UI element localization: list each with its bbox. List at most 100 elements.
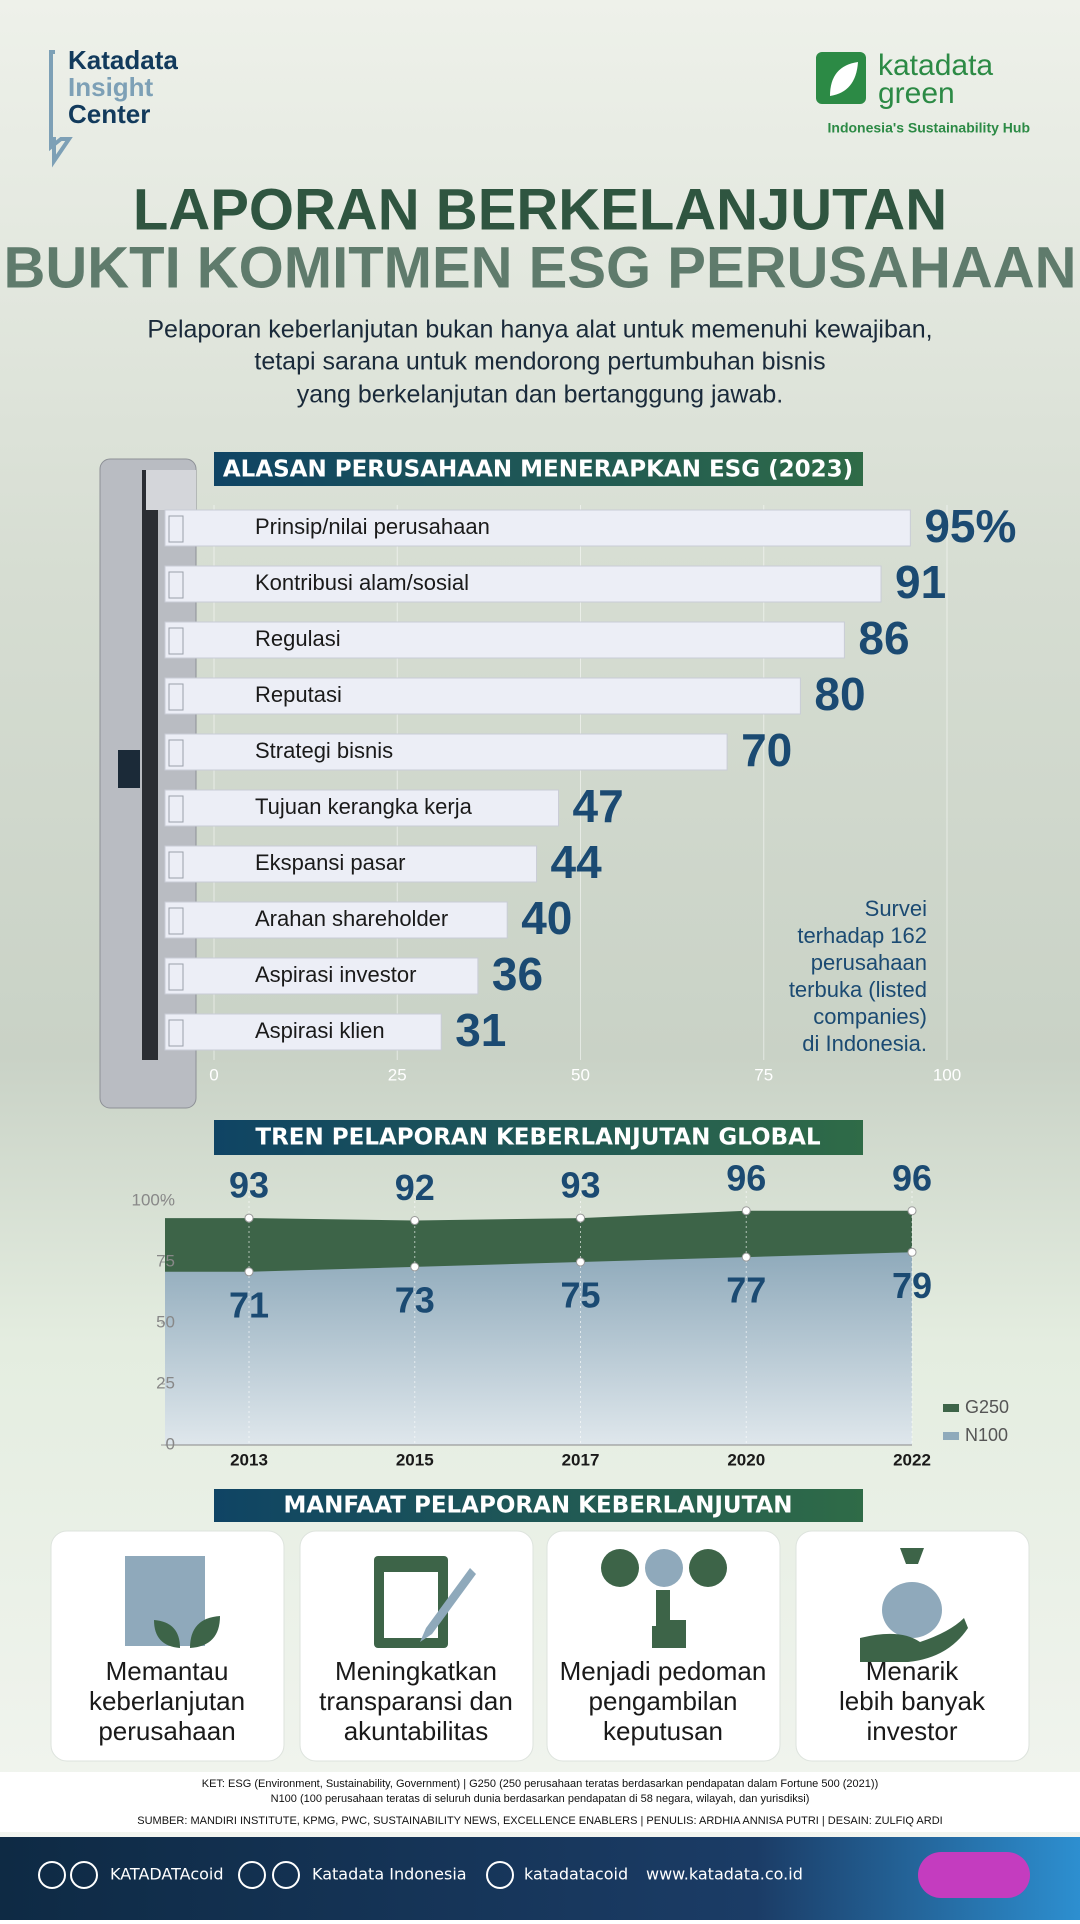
point [244, 1267, 254, 1277]
category-label: Strategi bisnis [255, 738, 393, 763]
annotation: terbuka (listed [789, 977, 927, 1002]
card-text: lebih banyak [839, 1686, 986, 1716]
value-label: 47 [573, 780, 624, 832]
card-text: akuntabilitas [344, 1716, 489, 1746]
icon-hand [860, 1618, 968, 1662]
icon-pen [420, 1568, 476, 1642]
bar [164, 621, 845, 659]
x-tick-label: 2013 [230, 1450, 268, 1469]
chart-title: ALASAN PERUSAHAAN MENERAPKAN ESG (2023) [223, 457, 853, 483]
x-tick-label: 2022 [893, 1450, 931, 1469]
icon-youtube [272, 1861, 300, 1889]
value-label: 75 [560, 1275, 600, 1316]
category-label: Aspirasi investor [255, 962, 416, 987]
title: BUKTI KOMITMEN ESG PERUSAHAAN [3, 235, 1076, 300]
value-label: 80 [814, 668, 865, 720]
point [410, 1262, 420, 1272]
section-bar [214, 452, 863, 486]
y-tick-label: 75 [156, 1251, 175, 1270]
value-label: 73 [395, 1279, 435, 1320]
x-tick-label: 25 [388, 1065, 407, 1084]
card-text: Menarik [866, 1656, 959, 1686]
icon-hand [652, 1590, 686, 1648]
bar-tab [168, 907, 184, 935]
bar-tab [168, 1019, 184, 1047]
point [244, 1213, 254, 1223]
point [576, 1213, 585, 1223]
note: SUMBER: MANDIRI INSTITUTE, KPMG, PWC, SU… [137, 1815, 942, 1827]
value-label: 44 [551, 836, 603, 888]
x-tick-label: 75 [754, 1065, 773, 1084]
logo-text: green [878, 77, 955, 110]
icon-bag-top [900, 1548, 924, 1564]
card-text: keputusan [603, 1716, 723, 1746]
cabinet-slot [142, 470, 158, 1060]
area-chart: 2013 2015 2017 2020 2022 0 25 50 75 100% 93 92 93 96 9… [132, 1157, 1010, 1469]
bar-tab [168, 683, 184, 711]
value-label: 95% [924, 500, 1016, 552]
icon-leaves [154, 1616, 220, 1648]
category-label: Prinsip/nilai perusahaan [255, 514, 490, 539]
tagline: Indonesia's Sustainability Hub [828, 120, 1030, 136]
value-label: 40 [521, 892, 572, 944]
icon-instagram [486, 1861, 514, 1889]
logo-text: katadata [878, 49, 993, 82]
card-text: Memantau [106, 1656, 229, 1686]
bar [164, 677, 801, 715]
category-label: Aspirasi klien [255, 1018, 385, 1043]
legend-label: N100 [965, 1425, 1008, 1445]
bar-tab [168, 851, 184, 879]
y-tick-label: 0 [166, 1434, 175, 1453]
x-tick-label: 100 [933, 1065, 961, 1084]
value-label: 96 [726, 1157, 766, 1198]
area [165, 1252, 912, 1445]
bar [164, 1013, 442, 1051]
bar-tab [168, 795, 184, 823]
bar-tab [168, 571, 184, 599]
point [410, 1216, 420, 1226]
logo-bracket [49, 50, 73, 168]
card-text: Menjadi pedoman [560, 1656, 767, 1686]
annotation: companies) [813, 1004, 927, 1029]
card-text: perusahaan [98, 1716, 235, 1746]
y-tick-label: 25 [156, 1373, 175, 1392]
value-label: 36 [492, 948, 543, 1000]
value-label: 92 [395, 1167, 435, 1208]
benefits-title: MANFAAT PELAPORAN KEBERLANJUTAN [283, 1493, 792, 1519]
bar [164, 565, 882, 603]
bar [164, 789, 560, 827]
category-label: Tujuan kerangka kerja [255, 794, 473, 819]
bar-tab [168, 515, 184, 543]
card-text: Meningkatkan [335, 1656, 497, 1686]
title: LAPORAN BERKELANJUTAN [133, 177, 947, 242]
cc-badge [918, 1852, 1030, 1898]
icon-facebook [238, 1861, 266, 1889]
subtitle: Pelaporan keberlanjutan bukan hanya alat… [147, 316, 932, 344]
icon-x [601, 1549, 639, 1587]
section-bar [214, 1120, 863, 1155]
category-label: Arahan shareholder [255, 906, 448, 931]
bar [164, 957, 479, 995]
bar [164, 733, 728, 771]
logo-text: Center [68, 99, 150, 129]
bar-chart: 0 25 50 75 100 Prinsip/nilai perusahaan 95% Kon… [164, 500, 1016, 1084]
icon-bag [882, 1582, 942, 1638]
card-text: pengambilan [589, 1686, 738, 1716]
legend-swatch [943, 1432, 959, 1440]
section-bar [214, 1489, 863, 1522]
annotation: terhadap 162 [797, 923, 927, 948]
bar-tab [168, 739, 184, 767]
leaf [830, 62, 858, 96]
card-text: investor [866, 1716, 957, 1746]
bar-tab [168, 627, 184, 655]
x-tick-label: 0 [209, 1065, 218, 1084]
footer-text: katadatacoid [524, 1865, 628, 1884]
subtitle: tetapi sarana untuk mendorong pertumbuha… [254, 348, 825, 376]
annotation: di Indonesia. [802, 1031, 927, 1056]
cabinet-panel [118, 750, 140, 788]
bar [164, 845, 538, 883]
value-label: 91 [895, 556, 946, 608]
logo-text: Insight [68, 72, 154, 102]
